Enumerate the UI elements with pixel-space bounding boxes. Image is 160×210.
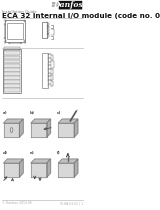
Bar xyxy=(24,20,25,22)
Bar xyxy=(4,51,20,55)
Polygon shape xyxy=(31,119,51,123)
Bar xyxy=(5,40,6,42)
Polygon shape xyxy=(20,159,23,177)
Text: Danfoss: Danfoss xyxy=(53,1,88,9)
Bar xyxy=(42,53,48,88)
Bar xyxy=(4,47,20,51)
Bar xyxy=(4,88,20,92)
Bar xyxy=(4,80,20,84)
FancyBboxPatch shape xyxy=(59,1,82,9)
Bar xyxy=(4,76,20,80)
Bar xyxy=(42,22,47,38)
Polygon shape xyxy=(31,159,51,163)
Text: VI.HA.G3.02 | 1: VI.HA.G3.02 | 1 xyxy=(60,201,83,205)
Polygon shape xyxy=(31,163,47,177)
Bar xyxy=(4,64,20,67)
Text: ECA 32 internal I/O module (code no. 087H3202): ECA 32 internal I/O module (code no. 087… xyxy=(2,13,160,19)
Polygon shape xyxy=(74,159,78,177)
Text: © Danfoss 2014-06: © Danfoss 2014-06 xyxy=(2,201,32,205)
Polygon shape xyxy=(58,163,74,177)
Text: c): c) xyxy=(57,111,62,115)
Bar xyxy=(4,60,20,63)
Bar xyxy=(5,20,6,22)
Bar xyxy=(4,68,20,72)
Polygon shape xyxy=(47,159,51,177)
Text: DKRCC: DKRCC xyxy=(51,4,59,5)
Polygon shape xyxy=(20,119,23,137)
Polygon shape xyxy=(74,119,78,137)
Bar xyxy=(7,23,23,39)
Text: a): a) xyxy=(3,111,7,115)
Polygon shape xyxy=(4,119,23,123)
Polygon shape xyxy=(47,119,51,137)
Polygon shape xyxy=(31,123,47,137)
Text: f): f) xyxy=(57,151,61,155)
Polygon shape xyxy=(4,123,20,137)
Polygon shape xyxy=(4,159,23,163)
Bar xyxy=(4,84,20,88)
Bar xyxy=(3,49,21,93)
Bar xyxy=(4,55,20,59)
Polygon shape xyxy=(58,119,78,123)
Bar xyxy=(52,2,58,7)
Text: Installation Guide: Installation Guide xyxy=(2,10,36,14)
Text: e): e) xyxy=(30,151,35,155)
Bar xyxy=(24,40,25,42)
Bar xyxy=(5,20,25,42)
Polygon shape xyxy=(58,123,74,137)
Polygon shape xyxy=(58,159,78,163)
Polygon shape xyxy=(4,163,20,177)
Text: b): b) xyxy=(30,111,35,115)
Bar xyxy=(4,72,20,76)
Text: d): d) xyxy=(3,151,8,155)
